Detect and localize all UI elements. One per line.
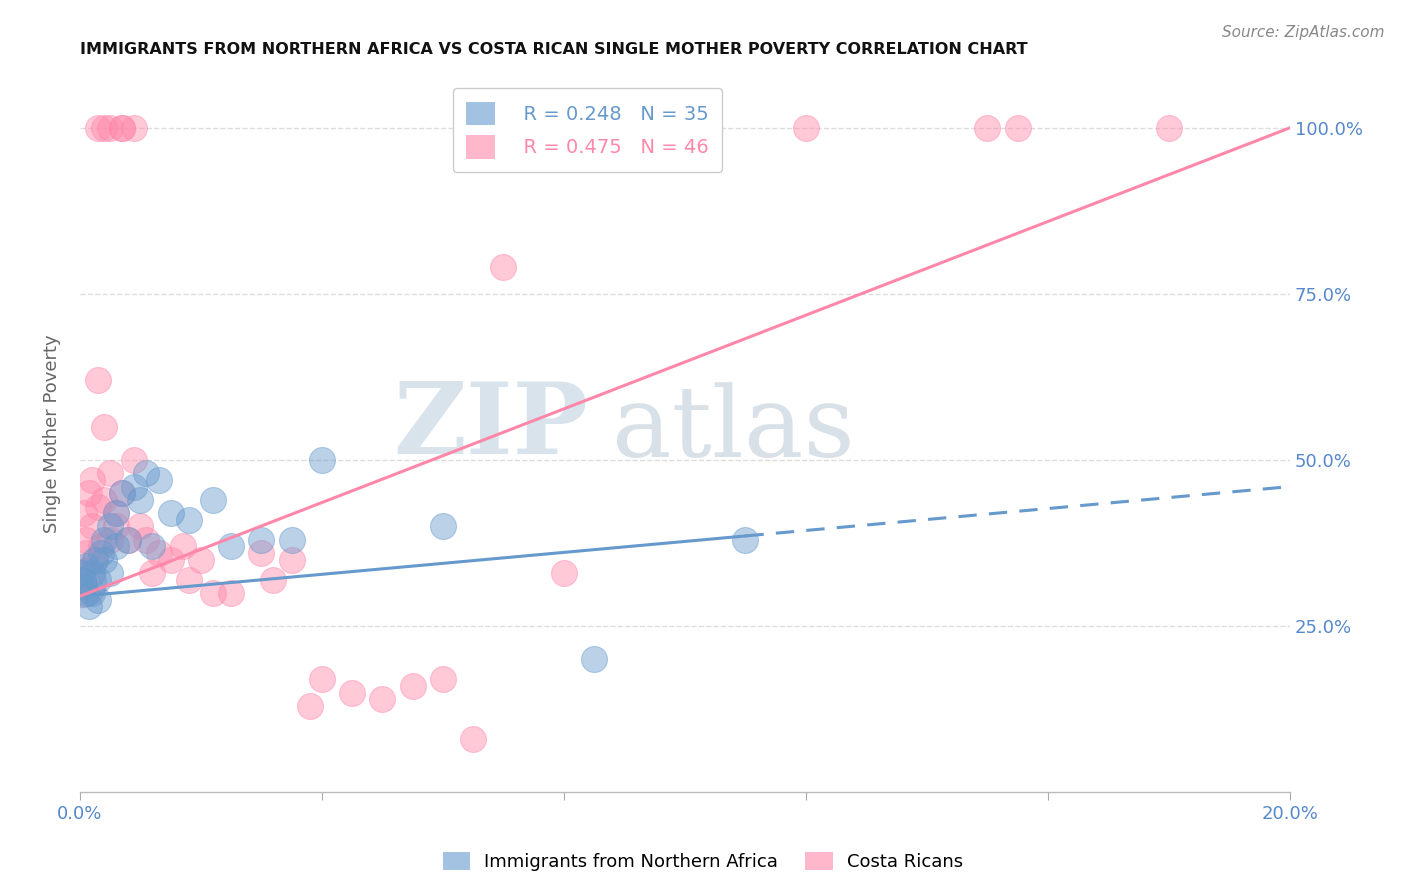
Point [111,120,134,135]
Point [135,467,157,481]
Point [311,673,333,687]
Point [463,732,485,747]
Point [976,120,998,135]
Point [72,573,94,587]
Point [219,586,242,600]
Point [583,652,606,666]
Point [124,480,146,494]
Point [98,120,121,135]
Point [90,546,112,560]
Point [72,576,94,591]
Point [201,586,224,600]
Point [73,579,96,593]
Point [311,453,333,467]
Point [87,373,110,387]
Point [90,540,112,554]
Point [124,120,146,135]
Point [70,566,93,580]
Legend: Immigrants from Northern Africa, Costa Ricans: Immigrants from Northern Africa, Costa R… [436,845,970,879]
Point [111,486,134,500]
Point [219,540,242,554]
Point [70,566,93,580]
Point [87,592,110,607]
Y-axis label: Single Mother Poverty: Single Mother Poverty [44,334,60,533]
Point [75,586,97,600]
Point [72,576,94,591]
Point [117,533,139,547]
Point [80,566,103,580]
Point [124,453,146,467]
Text: atlas: atlas [613,382,855,478]
Point [190,552,212,566]
Point [298,698,321,713]
Text: ZIP: ZIP [394,378,588,475]
Point [263,573,285,587]
Point [371,692,394,706]
Point [87,573,110,587]
Point [111,486,134,500]
Point [159,506,181,520]
Point [98,566,121,580]
Point [93,533,115,547]
Point [492,260,515,275]
Point [80,473,103,487]
Point [177,573,200,587]
Point [201,492,224,507]
Point [93,492,115,507]
Point [98,519,121,533]
Point [141,566,163,580]
Point [129,492,152,507]
Point [98,533,121,547]
Point [73,506,96,520]
Point [553,566,575,580]
Point [1157,120,1180,135]
Point [98,467,121,481]
Point [93,120,115,135]
Text: Source: ZipAtlas.com: Source: ZipAtlas.com [1222,25,1385,40]
Point [77,599,100,614]
Point [250,533,273,547]
Point [75,533,97,547]
Legend:   R = 0.248   N = 35,   R = 0.475   N = 46: R = 0.248 N = 35, R = 0.475 N = 46 [453,88,723,172]
Point [80,519,103,533]
Point [87,500,110,514]
Point [432,519,454,533]
Point [135,533,157,547]
Point [105,506,128,520]
Text: IMMIGRANTS FROM NORTHERN AFRICA VS COSTA RICAN SINGLE MOTHER POVERTY CORRELATION: IMMIGRANTS FROM NORTHERN AFRICA VS COSTA… [80,42,1028,57]
Point [87,120,110,135]
Point [148,473,170,487]
Point [72,573,94,587]
Point [250,546,273,560]
Point [105,519,128,533]
Point [77,486,100,500]
Point [84,552,107,566]
Point [734,533,756,547]
Point [794,120,817,135]
Point [105,540,128,554]
Point [159,552,181,566]
Point [432,673,454,687]
Point [93,419,115,434]
Point [117,533,139,547]
Point [75,559,97,574]
Point [340,685,363,699]
Point [172,540,194,554]
Point [111,120,134,135]
Point [80,586,103,600]
Point [75,546,97,560]
Point [177,513,200,527]
Point [105,506,128,520]
Point [93,552,115,566]
Point [280,552,302,566]
Point [84,552,107,566]
Point [401,679,423,693]
Point [141,540,163,554]
Point [1007,120,1029,135]
Point [280,533,302,547]
Point [129,519,152,533]
Point [148,546,170,560]
